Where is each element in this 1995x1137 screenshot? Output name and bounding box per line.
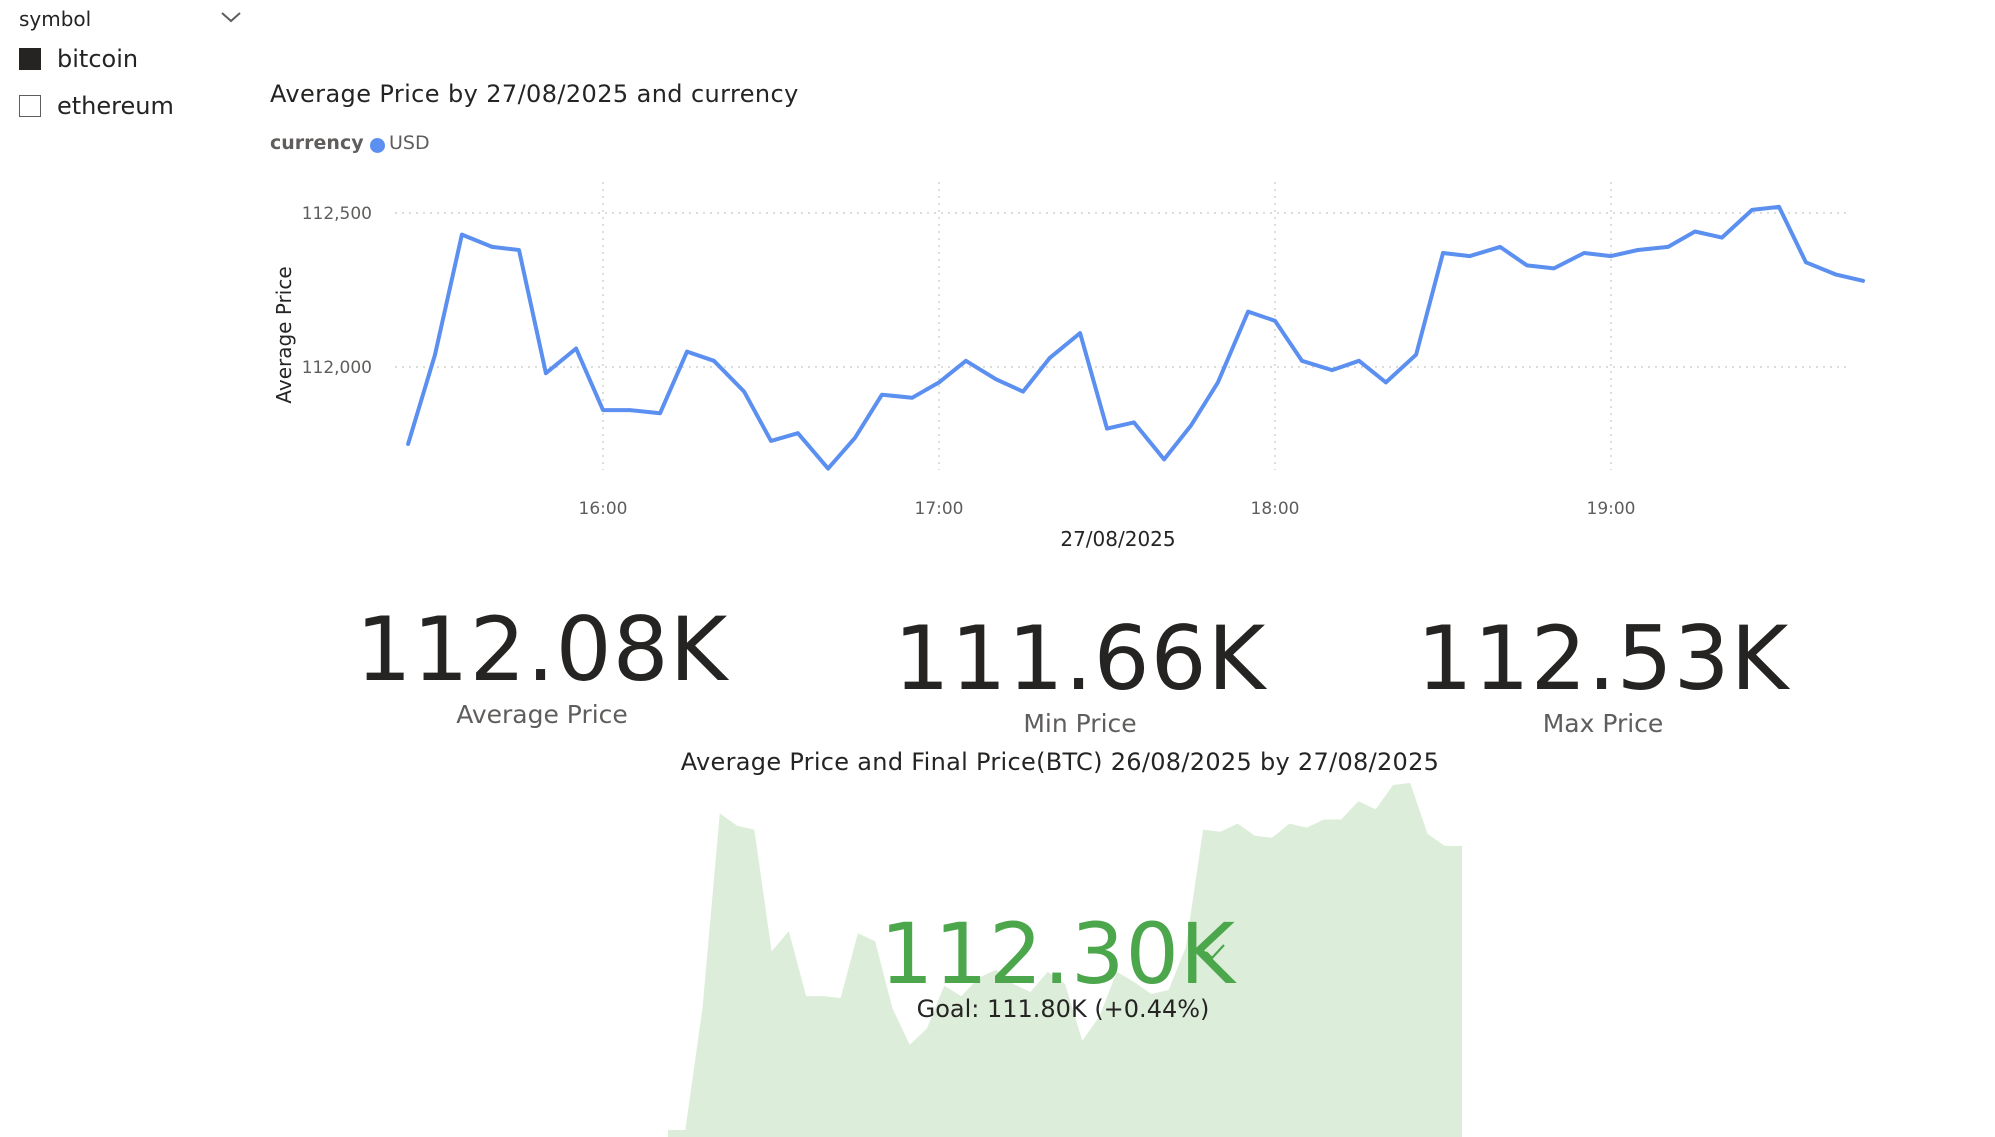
min-price-value: 111.66K [893, 607, 1267, 710]
x-axis-title: 27/08/2025 [1060, 527, 1175, 551]
kpi-goal: Goal: 111.80K (+0.44%) [916, 995, 1210, 1023]
x-tick-label: 16:00 [579, 499, 628, 519]
slicer-item-ethereum[interactable]: ethereum [19, 90, 239, 124]
kpi-title: Average Price and Final Price(BTC) 26/08… [680, 748, 1440, 776]
symbol-slicer: symbol bitcoin ethereum [0, 0, 250, 130]
slicer-item-label: bitcoin [57, 45, 139, 73]
average-price-value: 112.08K [355, 598, 729, 701]
series-line-usd[interactable] [406, 204, 1865, 471]
y-axis-title: Average Price [272, 266, 296, 403]
checkmark-icon [1203, 940, 1227, 968]
x-tick-label: 19:00 [1587, 499, 1636, 519]
trend-area [668, 783, 1462, 1137]
legend-title: currency [270, 132, 364, 154]
slicer-item-bitcoin[interactable]: bitcoin [19, 43, 239, 77]
min-price-label: Min Price [1023, 709, 1137, 738]
kpi-value: 112.30K [879, 905, 1237, 1003]
line-chart: 112,000 112,500 16:00 17:00 18:00 19:00 27/08/… [272, 182, 1865, 551]
legend-entry-usd[interactable]: USD [389, 132, 430, 154]
x-tick-label: 17:00 [915, 499, 964, 519]
max-price-value: 112.53K [1416, 607, 1790, 710]
x-tick-label: 18:00 [1251, 499, 1300, 519]
max-price-label: Max Price [1542, 709, 1664, 738]
legend-marker [370, 138, 385, 153]
line-chart-title: Average Price by 27/08/2025 and currency [270, 80, 799, 108]
y-tick-label: 112,500 [302, 204, 372, 224]
checkbox-unchecked[interactable] [19, 95, 41, 117]
chevron-down-icon[interactable] [218, 4, 244, 30]
y-tick-label: 112,000 [302, 358, 372, 378]
average-price-label: Average Price [456, 700, 628, 729]
slicer-title: symbol [19, 7, 92, 31]
checkbox-checked[interactable] [19, 48, 41, 70]
slicer-item-label: ethereum [57, 92, 174, 120]
